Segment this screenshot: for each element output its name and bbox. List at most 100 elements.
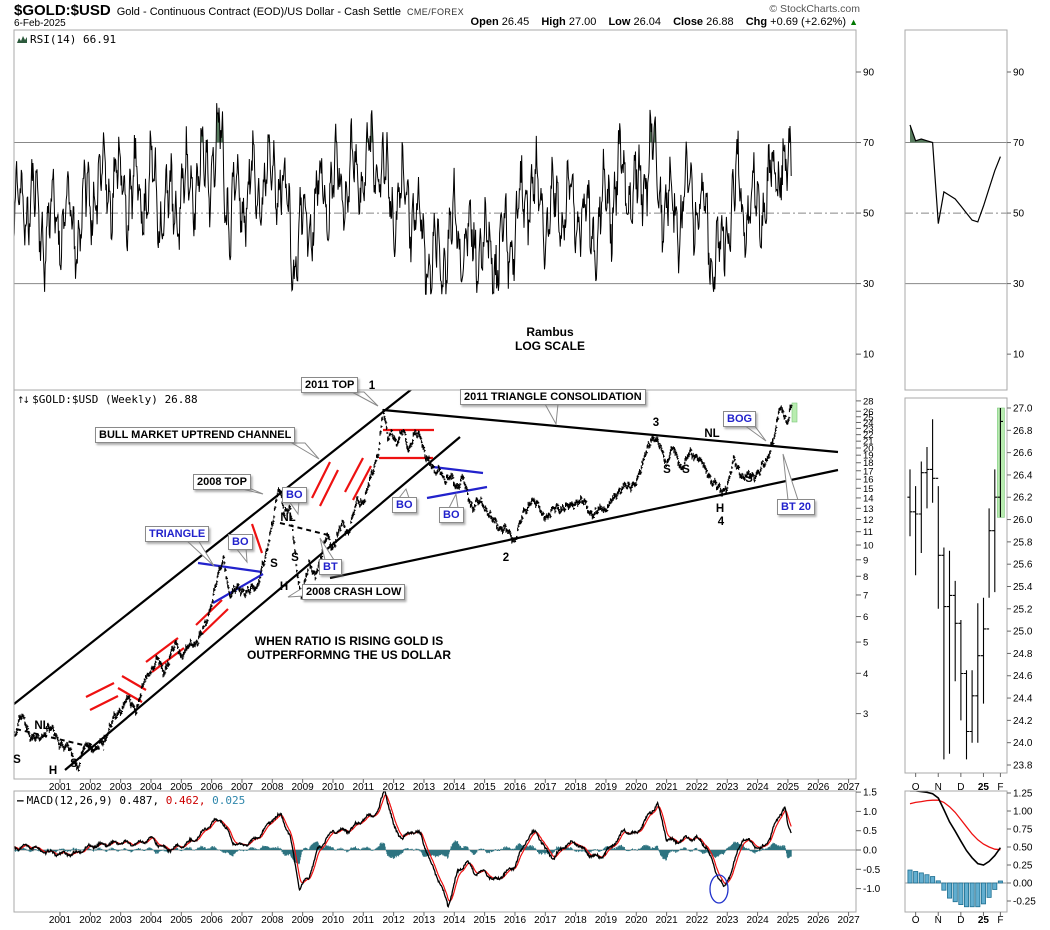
svg-text:21: 21 (863, 437, 874, 448)
svg-text:S: S (682, 464, 690, 476)
svg-text:4: 4 (718, 516, 725, 528)
svg-text:24.8: 24.8 (1013, 649, 1033, 660)
svg-text:H: H (280, 581, 288, 593)
symbol-title: $GOLD:$USD (14, 2, 111, 19)
svg-text:2001: 2001 (49, 782, 72, 793)
svg-text:28: 28 (863, 396, 874, 407)
svg-text:2002: 2002 (79, 782, 102, 793)
svg-text:2006: 2006 (201, 915, 224, 926)
svg-text:24: 24 (863, 418, 874, 429)
svg-text:4: 4 (863, 669, 868, 680)
svg-text:30: 30 (1013, 279, 1025, 290)
svg-text:2009: 2009 (292, 782, 315, 793)
chg-value: +0.69 (+2.62%) (770, 16, 847, 28)
high-label: High (541, 16, 566, 28)
svg-text:18: 18 (863, 458, 874, 469)
svg-text:2012: 2012 (383, 915, 406, 926)
svg-text:2005: 2005 (170, 782, 193, 793)
svg-text:2014: 2014 (443, 782, 466, 793)
svg-text:2015: 2015 (473, 915, 496, 926)
svg-text:S: S (663, 464, 671, 476)
area-chart-icon (17, 34, 27, 47)
svg-text:3: 3 (653, 417, 659, 429)
svg-text:0.25: 0.25 (1013, 861, 1033, 872)
svg-text:20: 20 (863, 443, 874, 454)
svg-text:23.8: 23.8 (1013, 760, 1033, 771)
svg-text:S: S (270, 558, 278, 570)
svg-text:2025: 2025 (777, 915, 800, 926)
svg-text:S: S (13, 754, 21, 766)
svg-text:10: 10 (863, 541, 874, 552)
svg-text:70: 70 (863, 138, 875, 149)
svg-text:2017: 2017 (534, 782, 557, 793)
svg-text:15: 15 (863, 484, 874, 495)
chart-date: 6-Feb-2025 (14, 18, 66, 29)
svg-text:NL: NL (280, 512, 295, 524)
svg-text:27.0: 27.0 (1013, 404, 1033, 415)
svg-text:2010: 2010 (322, 782, 345, 793)
svg-text:2025: 2025 (777, 782, 800, 793)
svg-text:2020: 2020 (625, 915, 648, 926)
close-label: Close (673, 16, 704, 28)
svg-text:26.4: 26.4 (1013, 470, 1033, 481)
svg-text:2010: 2010 (322, 915, 345, 926)
quote-row: Open 26.45 High 27.00 Low 26.04 Close 26… (400, 16, 858, 28)
svg-text:24.0: 24.0 (1013, 738, 1033, 749)
svg-text:2024: 2024 (746, 782, 769, 793)
svg-text:2004: 2004 (140, 782, 163, 793)
svg-text:N: N (935, 915, 942, 926)
svg-text:26.8: 26.8 (1013, 426, 1033, 437)
svg-text:2011: 2011 (353, 782, 375, 793)
open-value: 26.45 (501, 16, 530, 28)
svg-text:2019: 2019 (595, 782, 618, 793)
svg-text:26.0: 26.0 (1013, 515, 1033, 526)
svg-text:50: 50 (1013, 209, 1025, 220)
svg-text:Rambus: Rambus (526, 325, 574, 339)
svg-text:OUTPERFORMNG THE US DOLLAR: OUTPERFORMNG THE US DOLLAR (247, 648, 451, 662)
stockcharts-credit: © StockCharts.com (769, 3, 860, 15)
svg-text:2003: 2003 (110, 782, 133, 793)
svg-text:25.4: 25.4 (1013, 582, 1033, 593)
svg-text:13: 13 (863, 504, 874, 515)
updown-arrows-icon: ↑↓ (17, 396, 30, 406)
svg-text:5: 5 (863, 638, 868, 649)
svg-text:2008: 2008 (261, 782, 284, 793)
svg-text:26.6: 26.6 (1013, 448, 1033, 459)
svg-text:25.8: 25.8 (1013, 537, 1033, 548)
svg-text:14: 14 (863, 493, 874, 504)
svg-text:0.50: 0.50 (1013, 843, 1033, 854)
svg-text:H: H (716, 503, 724, 515)
svg-text:2023: 2023 (716, 782, 739, 793)
macd-legend: — MACD(12,26,9) 0.487, 0.462, 0.025 (17, 794, 245, 807)
svg-text:6: 6 (863, 612, 868, 623)
svg-text:1.0: 1.0 (863, 807, 877, 818)
svg-text:19: 19 (863, 451, 874, 462)
svg-text:2014: 2014 (443, 915, 466, 926)
svg-text:70: 70 (1013, 138, 1025, 149)
price-label: $GOLD:$USD (Weekly) (32, 393, 158, 406)
svg-text:17: 17 (863, 466, 874, 477)
svg-text:1: 1 (369, 380, 376, 392)
svg-text:2015: 2015 (473, 782, 496, 793)
svg-text:2012: 2012 (383, 782, 406, 793)
svg-text:0.0: 0.0 (863, 846, 877, 857)
svg-text:O: O (912, 915, 920, 926)
svg-text:2026: 2026 (807, 782, 830, 793)
svg-text:30: 30 (863, 279, 875, 290)
svg-text:2007: 2007 (231, 915, 254, 926)
low-value: 26.04 (633, 16, 662, 28)
svg-text:25: 25 (863, 412, 874, 423)
svg-text:10: 10 (863, 350, 875, 361)
svg-text:S: S (70, 758, 78, 770)
svg-text:25.0: 25.0 (1013, 627, 1033, 638)
svg-text:12: 12 (863, 515, 874, 526)
svg-text:F: F (997, 915, 1003, 926)
rsi-label: RSI(14) (30, 33, 77, 46)
svg-text:10: 10 (1013, 350, 1025, 361)
svg-text:2021: 2021 (655, 782, 678, 793)
svg-text:3: 3 (863, 709, 868, 720)
symbol-description: Gold - Continuous Contract (EOD)/US Doll… (116, 6, 401, 18)
svg-text:2022: 2022 (686, 915, 709, 926)
